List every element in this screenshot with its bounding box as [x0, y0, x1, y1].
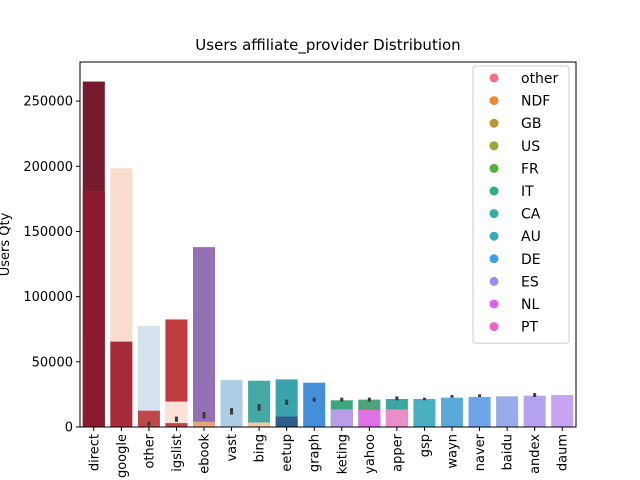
legend-label-AU: AU [521, 229, 541, 245]
x-tick-label: graph [308, 434, 323, 472]
bar-andex [523, 395, 546, 427]
bar-graph [303, 382, 326, 427]
overlay-bars-layer [82, 191, 408, 427]
overlay-bar-direct-0 [82, 191, 105, 427]
x-tick-label: bing [253, 434, 268, 462]
legend-marker-NL [489, 299, 499, 309]
x-tick-label: andex [528, 434, 543, 474]
legend-marker-AU [489, 231, 499, 241]
legend-label-NL: NL [521, 297, 539, 313]
legend-label-CA: CA [521, 207, 541, 223]
y-axis-label: Users Qty [0, 212, 13, 276]
overlay-bar-bing-6 [248, 422, 271, 427]
x-tick-label: gsp [418, 434, 433, 457]
legend-label-ES: ES [521, 274, 539, 290]
legend-marker-other [489, 73, 499, 83]
overlay-bar-apper-10 [385, 409, 408, 427]
error-bars-layer [147, 393, 537, 426]
bar-naver [468, 397, 491, 427]
x-tick-label: daum [556, 434, 571, 471]
legend-marker-ES [489, 276, 499, 286]
x-tick-label: yahoo [363, 434, 378, 474]
legend-marker-GB [489, 118, 499, 128]
legend-label-GB: GB [521, 116, 541, 132]
x-tick-label: naver [473, 433, 488, 471]
overlay-bar-igslist-4 [165, 423, 188, 427]
legend-marker-NDF [489, 96, 499, 106]
legend-label-other: other [521, 71, 559, 87]
legend-label-NDF: NDF [521, 94, 550, 110]
x-tick-label: eetup [280, 434, 295, 472]
bar-gsp [413, 398, 436, 427]
x-tick-label: keting [335, 434, 350, 474]
overlay-bar-igslist-3 [165, 401, 188, 427]
y-tick-label: 0 [65, 421, 73, 436]
y-tick-label: 250000 [23, 95, 73, 110]
legend-marker-IT [489, 186, 499, 196]
y-axis: 0 50000 100000 150000 200000 250000 [23, 95, 80, 436]
overlay-bar-yahoo-9 [358, 410, 381, 427]
bar-igslist [165, 319, 188, 427]
overlay-bar-google-1 [110, 341, 133, 427]
legend-marker-DE [489, 254, 499, 264]
legend-marker-CA [489, 209, 499, 219]
bar-baidu [496, 396, 519, 427]
legend-label-US: US [521, 139, 540, 155]
x-axis: direct google other igslist ebook vast bing eet… [87, 427, 571, 478]
legend: other NDF GB US FR IT CA AU DE ES NL PT [472, 65, 570, 344]
legend-marker-US [489, 141, 499, 151]
x-tick-label: apper [390, 433, 405, 471]
legend-label-DE: DE [521, 252, 541, 268]
x-tick-label: other [142, 433, 157, 468]
x-tick-label: vast [225, 434, 240, 462]
y-tick-label: 200000 [23, 160, 73, 175]
bar-daum [551, 395, 574, 427]
x-tick-label: baidu [501, 434, 516, 470]
legend-label-IT: IT [521, 184, 534, 200]
legend-label-PT: PT [521, 320, 538, 336]
bar-wayn [440, 397, 464, 427]
x-tick-label: wayn [446, 434, 461, 469]
bar-ebook [192, 247, 216, 427]
x-tick-label: igslist [170, 434, 185, 472]
bar-vast [220, 380, 243, 427]
legend-marker-FR [489, 163, 499, 173]
overlay-bar-eetup-7 [275, 416, 298, 427]
x-tick-label: google [115, 434, 130, 478]
legend-label-FR: FR [521, 161, 539, 177]
y-tick-label: 150000 [23, 225, 73, 240]
legend-box [472, 65, 570, 344]
y-tick-label: 100000 [23, 290, 73, 305]
legend-marker-PT [489, 322, 499, 332]
overlay-bar-other-2 [137, 410, 160, 427]
x-tick-label: ebook [198, 434, 213, 474]
y-tick-label: 50000 [32, 355, 73, 370]
plot-frame [79, 61, 577, 428]
x-tick-label: direct [87, 434, 102, 471]
overlay-bar-ebook-5 [192, 421, 216, 427]
chart-title: Users affiliate_provider Distribution [195, 36, 460, 55]
overlay-bar-keting-8 [330, 409, 353, 427]
bar-bing [248, 380, 271, 427]
bar-other [137, 325, 160, 427]
